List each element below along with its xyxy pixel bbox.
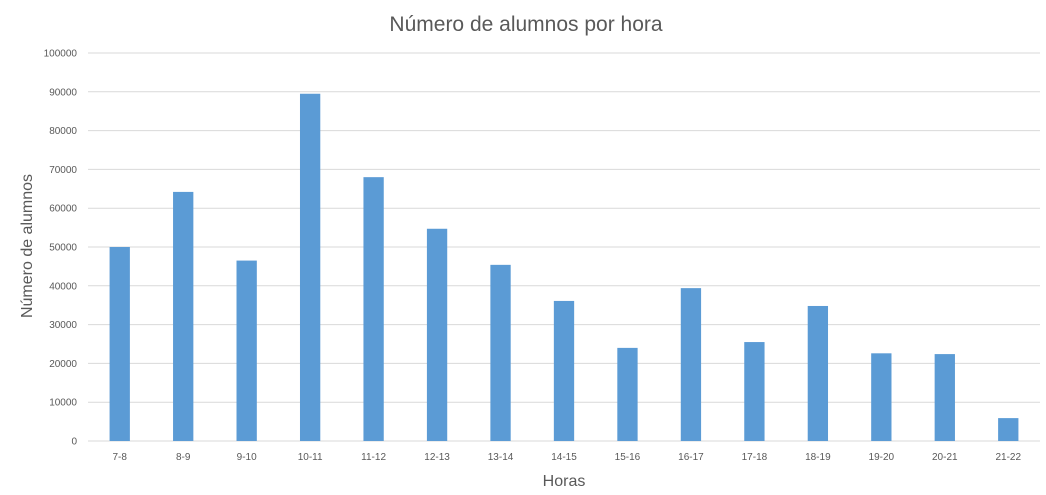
y-axis-ticks: 0 10000 20000 30000 40000 50000 60000 70000 8000…: [44, 49, 78, 448]
bar-11-12: [363, 177, 384, 441]
x-tick-label: 17-18: [742, 452, 768, 463]
bar-7-8: [109, 247, 130, 441]
x-tick-label: 16-17: [678, 452, 704, 463]
x-tick-label: 13-14: [488, 452, 514, 463]
bar-14-15: [553, 300, 575, 441]
y-tick-label: 90000: [49, 87, 77, 98]
x-tick-label: 11-12: [361, 452, 386, 463]
bar-20-21: [934, 354, 955, 441]
x-tick-label: 14-15: [551, 452, 577, 463]
y-axis-title: Número de alumnos: [19, 174, 36, 318]
bar-18-19: [807, 305, 829, 441]
y-tick-label: 60000: [49, 204, 77, 215]
x-axis-title: Horas: [543, 473, 586, 490]
bar-13-14: [490, 264, 511, 441]
bar-19-20: [871, 353, 892, 441]
bars: [109, 93, 1019, 442]
bar-10-11: [299, 93, 321, 442]
x-tick-label: 9-10: [237, 452, 257, 463]
y-tick-label: 10000: [49, 398, 77, 409]
bar-17-18: [744, 342, 765, 441]
x-tick-label: 12-13: [424, 452, 450, 463]
x-tick-label: 7-8: [113, 452, 128, 463]
bar-16-17: [680, 288, 702, 441]
x-tick-label: 18-19: [805, 452, 831, 463]
x-tick-label: 21-22: [995, 452, 1021, 463]
x-axis-ticks: 7-8 8-9 9-10 10-11 11-12 12-13 13-14 14-15 15-16…: [113, 452, 1022, 463]
x-tick-label: 10-11: [298, 452, 323, 463]
chart-title: Número de alumnos por hora: [389, 13, 662, 36]
bar-15-16: [617, 347, 638, 441]
bar-21-22: [998, 418, 1019, 441]
y-tick-label: 100000: [44, 49, 78, 60]
x-tick-label: 19-20: [869, 452, 895, 463]
y-tick-label: 20000: [49, 359, 77, 370]
bar-9-10: [236, 260, 257, 441]
x-tick-label: 8-9: [176, 452, 191, 463]
bar-8-9: [173, 191, 194, 441]
y-tick-label: 40000: [49, 281, 77, 292]
y-tick-label: 80000: [49, 126, 77, 137]
y-tick-label: 50000: [49, 243, 77, 254]
y-tick-label: 30000: [49, 320, 77, 331]
y-tick-label: 0: [71, 437, 77, 448]
x-tick-label: 15-16: [615, 452, 641, 463]
bar-12-13: [426, 228, 448, 441]
x-tick-label: 20-21: [932, 452, 958, 463]
y-tick-label: 70000: [49, 165, 77, 176]
